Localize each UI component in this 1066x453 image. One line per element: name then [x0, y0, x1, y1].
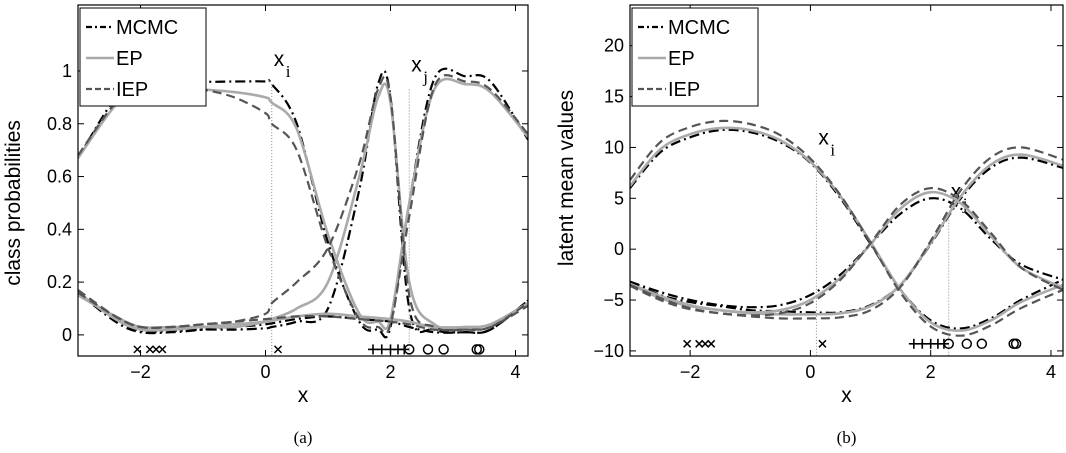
- y-tick-label: 15: [604, 87, 624, 107]
- series-ep-class-2: [630, 190, 1063, 314]
- data-marker-circle: [438, 344, 449, 355]
- x-tick-label: −2: [130, 362, 151, 382]
- y-tick-label: 0.2: [47, 272, 72, 292]
- guide-label-sub-i: i: [830, 141, 835, 160]
- panel-label: (a): [294, 428, 313, 447]
- y-tick-label: 10: [604, 137, 624, 157]
- data-marker-plus: [917, 338, 928, 349]
- y-tick-label: 0.8: [47, 114, 72, 134]
- legend-label-mcmc: MCMC: [116, 17, 178, 39]
- data-marker-cross: [133, 345, 142, 354]
- data-marker-plus: [908, 338, 919, 349]
- guide-label-j: x: [411, 53, 422, 76]
- data-marker-circle: [961, 338, 973, 350]
- data-marker-circle: [474, 344, 485, 355]
- series-iep-class-3: [78, 289, 528, 332]
- series-iep-class-2: [78, 74, 528, 335]
- guide-label-sub-i: i: [286, 62, 291, 81]
- legend-label-iep: IEP: [668, 79, 700, 101]
- series-mcmc-class-2: [630, 197, 1063, 309]
- guide-label-i: x: [274, 48, 285, 71]
- x-axis-label: x: [841, 384, 852, 407]
- data-marker-plus: [368, 344, 378, 355]
- y-tick-label: 0.4: [47, 219, 72, 239]
- series-mcmc-class-1: [630, 128, 1063, 330]
- data-marker-cross: [273, 345, 283, 354]
- series-mcmc-class-3: [630, 156, 1063, 314]
- panel-label: (b): [837, 428, 857, 447]
- data-marker-plus: [376, 344, 387, 355]
- series-ep-class-3: [630, 153, 1063, 316]
- legend-label-ep: EP: [668, 48, 695, 70]
- data-marker-cross: [152, 345, 161, 354]
- series-ep-class-1: [630, 126, 1063, 332]
- y-tick-label: 0: [614, 239, 624, 259]
- y-tick-label: −5: [603, 290, 624, 310]
- legend-label-ep: EP: [116, 48, 143, 70]
- series-iep-class-3: [630, 146, 1063, 320]
- x-tick-label: 0: [805, 362, 815, 382]
- y-tick-label: 0: [62, 325, 72, 345]
- y-tick-label: 0.6: [47, 167, 72, 187]
- legend: MCMC EP IEP: [79, 7, 207, 107]
- y-axis-label: latent mean values: [555, 90, 578, 266]
- x-axis-label: x: [298, 384, 309, 407]
- axes-frame: [629, 4, 1064, 357]
- y-axis-label: class probabilities: [2, 120, 25, 286]
- data-marker-cross: [701, 339, 710, 348]
- y-tick-label: 20: [604, 36, 624, 56]
- series-ep-class-3: [78, 291, 528, 332]
- series-mcmc-class-3: [78, 291, 528, 335]
- x-tick-label: 4: [510, 362, 520, 382]
- data-marker-circle: [943, 338, 954, 350]
- x-tick-label: −2: [680, 362, 701, 382]
- data-marker-cross: [145, 345, 154, 354]
- data-marker-circle: [422, 344, 434, 355]
- x-tick-label: 2: [926, 362, 936, 382]
- series-ep-class-1: [78, 82, 528, 330]
- guide-label-sub-j: j: [422, 67, 428, 86]
- guide-label-i: x: [818, 127, 829, 150]
- series-ep-class-2: [78, 77, 528, 331]
- y-tick-label: 1: [62, 61, 72, 81]
- data-marker-cross: [707, 339, 716, 348]
- y-tick-label: −10: [593, 341, 624, 361]
- data-marker-cross: [683, 339, 692, 348]
- data-marker-circle: [1010, 338, 1022, 350]
- axes-frame: [77, 4, 529, 357]
- series-mcmc-class-2: [78, 67, 528, 339]
- data-marker-cross: [695, 339, 704, 348]
- data-marker-cross: [818, 339, 827, 348]
- legend: MCMC EP IEP: [631, 7, 759, 107]
- legend-label-mcmc: MCMC: [668, 17, 730, 39]
- data-marker-cross: [158, 345, 167, 354]
- x-tick-label: 0: [260, 362, 270, 382]
- x-tick-label: 2: [385, 362, 395, 382]
- data-marker-circle: [976, 338, 988, 350]
- guide-label-j: x: [951, 181, 962, 204]
- data-marker-circle: [404, 344, 415, 355]
- legend-label-iep: IEP: [116, 79, 148, 101]
- series-iep-class-1: [78, 75, 528, 332]
- y-tick-label: 5: [614, 188, 624, 208]
- x-tick-label: 4: [1046, 362, 1056, 382]
- series-iep-class-1: [630, 119, 1063, 337]
- series-mcmc-class-1: [78, 69, 528, 334]
